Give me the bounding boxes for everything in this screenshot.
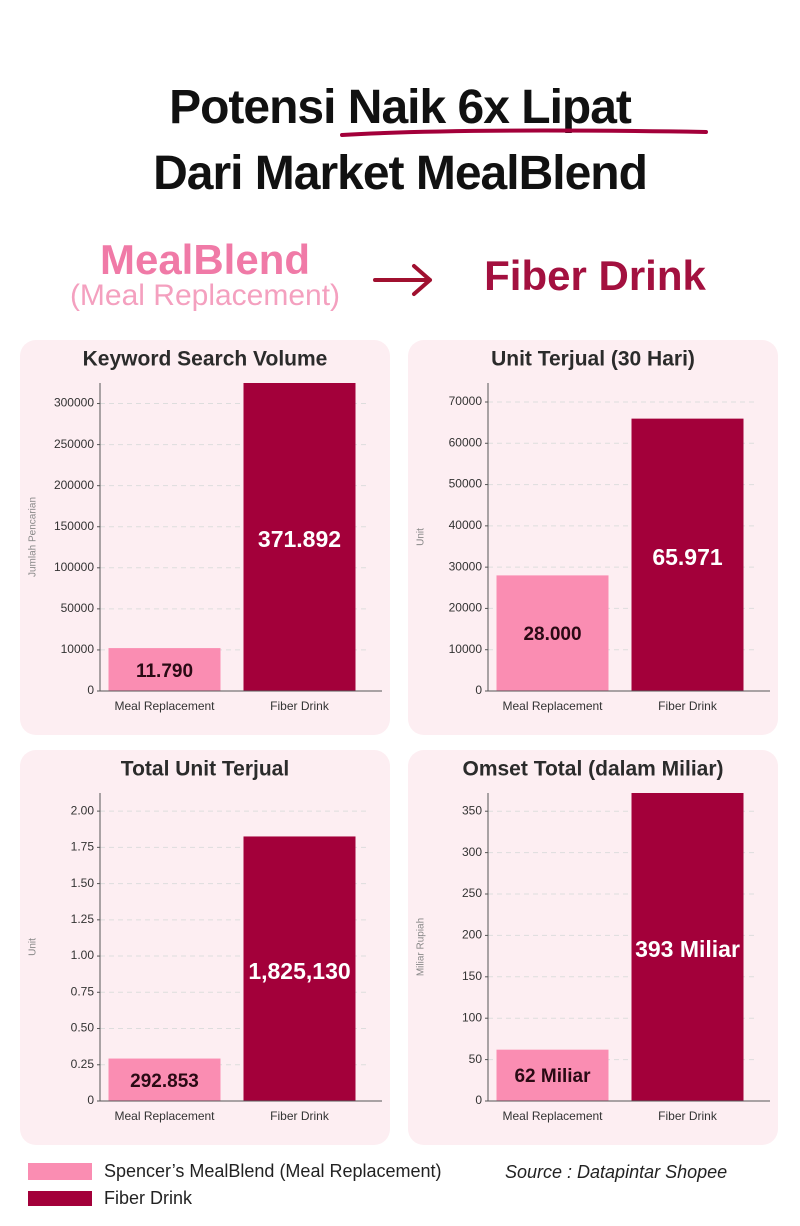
value-label: 371.892 — [257, 526, 342, 552]
y-tick-label: 1.50 — [71, 876, 95, 890]
y-tick-label: 30000 — [449, 559, 483, 573]
y-tick-label: 10000 — [61, 642, 95, 656]
y-tick-label: 200 — [462, 928, 482, 942]
chart: Keyword Search Volume Jumlah Pencarian 0 10… — [28, 348, 382, 713]
legend-swatch — [28, 1191, 92, 1206]
y-tick-label: 0 — [87, 1093, 94, 1107]
chart-panel: Keyword Search Volume Jumlah Pencarian 0 10… — [20, 340, 390, 735]
title-highlight-wrap: Naik 6x Lipat — [339, 81, 708, 137]
y-tick-label: 50 — [469, 1052, 483, 1066]
chart-title: Keyword Search Volume — [83, 348, 328, 371]
x-tick-label: Fiber Drink — [270, 699, 330, 713]
arrow — [373, 264, 432, 296]
bar — [631, 418, 744, 691]
y-tick-label: 40000 — [449, 518, 483, 532]
y-tick-label: 0.75 — [71, 984, 95, 998]
y-tick-label: 1.00 — [71, 948, 95, 962]
y-tick-label: 250 — [462, 886, 482, 900]
y-axis-label: Unit — [416, 528, 427, 546]
y-tick-label: 20000 — [449, 601, 483, 615]
x-tick-label: Meal Replacement — [114, 1109, 215, 1123]
x-tick-label: Fiber Drink — [270, 1109, 330, 1123]
y-tick-label: 150 — [462, 969, 482, 983]
from-note: (Meal Replacement) — [69, 279, 341, 312]
y-axis-label: Unit — [28, 938, 39, 956]
bar — [108, 648, 221, 691]
source: Source : Datapintar Shopee — [505, 1162, 728, 1182]
title-line-2: Dari Market MealBlend — [153, 147, 648, 200]
chart-panel: Unit Terjual (30 Hari) Unit 0 10000 20000 300… — [408, 340, 778, 735]
chart-panel: Total Unit Terjual Unit 0 0.25 0.50 0.75 1.00 1… — [20, 750, 390, 1145]
y-tick-label: 100 — [462, 1010, 482, 1024]
x-tick-label: Meal Replacement — [502, 1109, 603, 1123]
y-tick-label: 0.25 — [71, 1057, 95, 1071]
chart: Unit Terjual (30 Hari) Unit 0 10000 20000 300… — [416, 348, 770, 713]
chart: Total Unit Terjual Unit 0 0.25 0.50 0.75 1.00 1… — [28, 758, 382, 1123]
legend-label: Spencer’s MealBlend (Meal Replacement) — [104, 1161, 442, 1181]
y-tick-label: 350 — [462, 803, 482, 817]
title-line-1: Potensi Naik 6x Lipat — [0, 80, 800, 137]
y-tick-label: 10000 — [449, 642, 483, 656]
y-tick-label: 70000 — [449, 394, 483, 408]
value-label: 292.853 — [130, 1070, 199, 1092]
y-tick-label: 300000 — [54, 396, 94, 410]
x-tick-label: Fiber Drink — [658, 1109, 718, 1123]
title-highlight: Naik 6x Lipat — [347, 81, 632, 134]
bar — [108, 1058, 221, 1101]
value-label: 65.971 — [652, 543, 723, 570]
y-tick-label: 250000 — [54, 437, 94, 451]
y-tick-label: 50000 — [61, 601, 95, 615]
x-tick-label: Meal Replacement — [114, 699, 215, 713]
to-name: Fiber Drink — [484, 252, 706, 299]
from-name: MealBlend — [99, 236, 311, 283]
y-tick-label: 0.50 — [71, 1021, 95, 1035]
value-label: 28.000 — [523, 624, 582, 646]
value-label: 1,825,130 — [248, 957, 351, 984]
value-label: 393 Miliar — [635, 936, 740, 962]
y-tick-label: 0 — [87, 683, 94, 697]
bar — [631, 793, 744, 1101]
y-tick-label: 150000 — [54, 519, 94, 533]
y-axis-label: Miliar Rupiah — [416, 918, 427, 976]
chart: Omset Total (dalam Miliar) Miliar Rupiah 0… — [416, 758, 770, 1123]
y-tick-label: 100000 — [54, 560, 94, 574]
y-tick-label: 300 — [462, 845, 482, 859]
y-tick-label: 1.25 — [71, 912, 95, 926]
chart-panel: Omset Total (dalam Miliar) Miliar Rupiah 0… — [408, 750, 778, 1145]
chart-title: Omset Total (dalam Miliar) — [463, 758, 724, 781]
y-tick-label: 60000 — [449, 435, 483, 449]
bar — [496, 575, 609, 691]
y-tick-label: 200000 — [54, 478, 94, 492]
y-tick-label: 2.00 — [71, 803, 95, 817]
title-text: Potensi — [169, 81, 336, 134]
y-tick-label: 0 — [475, 683, 482, 697]
chart-title: Total Unit Terjual — [121, 758, 289, 781]
x-tick-label: Fiber Drink — [658, 699, 718, 713]
legend-label: Fiber Drink — [104, 1188, 193, 1208]
bar — [243, 383, 356, 691]
legend-swatch — [28, 1163, 92, 1180]
bar — [243, 836, 356, 1101]
x-tick-label: Meal Replacement — [502, 699, 603, 713]
y-axis-label: Jumlah Pencarian — [28, 497, 39, 577]
underline — [339, 128, 708, 137]
value-label: 11.790 — [135, 660, 194, 682]
bar — [496, 1049, 609, 1101]
y-tick-label: 1.75 — [71, 840, 95, 854]
value-label: 62 Miliar — [514, 1066, 591, 1088]
y-tick-label: 50000 — [449, 477, 483, 491]
y-tick-label: 0 — [475, 1093, 482, 1107]
chart-title: Unit Terjual (30 Hari) — [491, 348, 695, 371]
